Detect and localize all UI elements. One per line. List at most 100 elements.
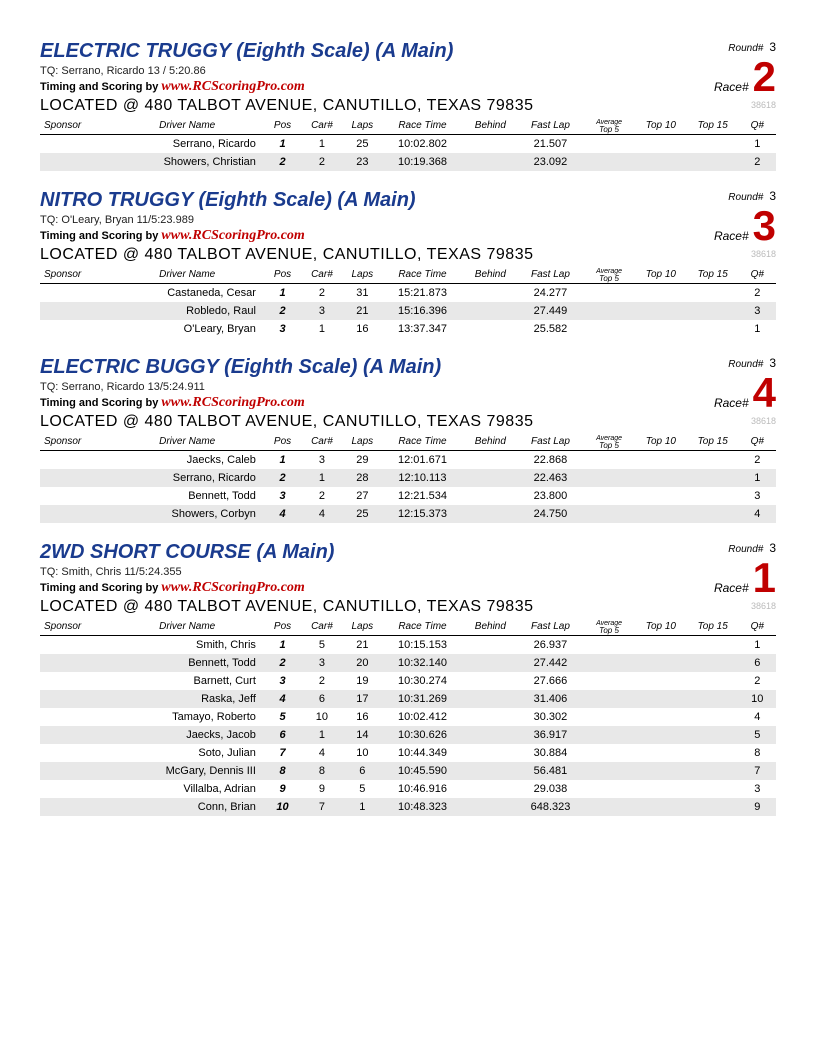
round-value: 3 — [769, 356, 776, 370]
col-pos: Pos — [264, 117, 301, 135]
cell-top5 — [583, 505, 635, 523]
race-block: Round#3Race#338618NITRO TRUGGY (Eighth S… — [40, 189, 776, 338]
table-row: Jaecks, Caleb132912:01.67122.8682 — [40, 451, 776, 470]
cell-q: 4 — [739, 708, 776, 726]
cell-driver: Raska, Jeff — [110, 690, 263, 708]
cell-top10 — [635, 708, 687, 726]
cell-sponsor — [40, 284, 110, 303]
cell-q: 3 — [739, 780, 776, 798]
race-title: ELECTRIC BUGGY (Eighth Scale) (A Main) — [40, 356, 776, 379]
id-tag: 38618 — [751, 249, 776, 259]
cell-laps: 10 — [343, 744, 382, 762]
cell-behind — [463, 135, 518, 154]
results-table: SponsorDriver NamePosCar#LapsRace TimeBe… — [40, 117, 776, 171]
cell-behind — [463, 636, 518, 655]
cell-rt: 15:16.396 — [382, 302, 463, 320]
cell-rt: 12:10.113 — [382, 469, 463, 487]
cell-fast: 31.406 — [518, 690, 583, 708]
cell-top15 — [687, 654, 739, 672]
round-value: 3 — [769, 541, 776, 555]
cell-laps: 5 — [343, 780, 382, 798]
cell-behind — [463, 505, 518, 523]
timing-url: www.RCScoringPro.com — [161, 79, 304, 94]
cell-rt: 10:44.349 — [382, 744, 463, 762]
cell-laps: 16 — [343, 708, 382, 726]
cell-top15 — [687, 798, 739, 816]
cell-laps: 20 — [343, 654, 382, 672]
table-row: Soto, Julian741010:44.34930.8848 — [40, 744, 776, 762]
round-value: 3 — [769, 189, 776, 203]
col-top15: Top 15 — [687, 117, 739, 135]
table-row: Showers, Christian222310:19.36823.0922 — [40, 153, 776, 171]
cell-laps: 21 — [343, 302, 382, 320]
cell-top10 — [635, 451, 687, 470]
race-block: Round#3Race#1386182WD SHORT COURSE (A Ma… — [40, 541, 776, 816]
cell-top10 — [635, 654, 687, 672]
cell-car: 1 — [301, 726, 342, 744]
cell-laps: 29 — [343, 451, 382, 470]
cell-top10 — [635, 798, 687, 816]
timing-url: www.RCScoringPro.com — [161, 228, 304, 243]
cell-rt: 10:48.323 — [382, 798, 463, 816]
table-row: Jaecks, Jacob611410:30.62636.9175 — [40, 726, 776, 744]
cell-fast: 27.666 — [518, 672, 583, 690]
cell-behind — [463, 726, 518, 744]
cell-fast: 25.582 — [518, 320, 583, 338]
cell-q: 3 — [739, 487, 776, 505]
cell-pos: 4 — [264, 505, 301, 523]
cell-car: 3 — [301, 654, 342, 672]
cell-laps: 1 — [343, 798, 382, 816]
cell-fast: 24.277 — [518, 284, 583, 303]
tq-line: TQ: Serrano, Ricardo 13/5:24.911 — [40, 381, 776, 393]
cell-pos: 2 — [264, 153, 301, 171]
timing-line: Timing and Scoring by www.RCScoringPro.c… — [40, 395, 776, 411]
cell-top10 — [635, 153, 687, 171]
cell-car: 7 — [301, 798, 342, 816]
cell-fast: 24.750 — [518, 505, 583, 523]
cell-top15 — [687, 744, 739, 762]
table-row: Barnett, Curt321910:30.27427.6662 — [40, 672, 776, 690]
col-pos: Pos — [264, 433, 301, 451]
col-behind: Behind — [463, 266, 518, 284]
cell-sponsor — [40, 302, 110, 320]
cell-pos: 2 — [264, 654, 301, 672]
results-table: SponsorDriver NamePosCar#LapsRace TimeBe… — [40, 266, 776, 338]
cell-top10 — [635, 505, 687, 523]
cell-car: 1 — [301, 135, 342, 154]
race-label: Race# — [714, 396, 749, 410]
cell-sponsor — [40, 744, 110, 762]
cell-rt: 15:21.873 — [382, 284, 463, 303]
cell-laps: 31 — [343, 284, 382, 303]
cell-rt: 10:30.274 — [382, 672, 463, 690]
cell-top15 — [687, 726, 739, 744]
cell-rt: 10:32.140 — [382, 654, 463, 672]
cell-car: 6 — [301, 690, 342, 708]
cell-q: 3 — [739, 302, 776, 320]
cell-sponsor — [40, 153, 110, 171]
race-label: Race# — [714, 80, 749, 94]
cell-driver: McGary, Dennis III — [110, 762, 263, 780]
cell-q: 7 — [739, 762, 776, 780]
round-race-box: Round#3Race#3 — [714, 189, 776, 243]
cell-sponsor — [40, 636, 110, 655]
cell-top5 — [583, 487, 635, 505]
cell-car: 4 — [301, 505, 342, 523]
cell-driver: Castaneda, Cesar — [110, 284, 263, 303]
cell-top5 — [583, 451, 635, 470]
race-number: 2 — [753, 60, 776, 94]
cell-rt: 10:46.916 — [382, 780, 463, 798]
cell-driver: Robledo, Raul — [110, 302, 263, 320]
timing-url: www.RCScoringPro.com — [161, 395, 304, 410]
cell-top15 — [687, 672, 739, 690]
round-value: 3 — [769, 40, 776, 54]
cell-behind — [463, 469, 518, 487]
col-top10: Top 10 — [635, 618, 687, 636]
col-car: Car# — [301, 117, 342, 135]
cell-car: 2 — [301, 487, 342, 505]
cell-top15 — [687, 690, 739, 708]
table-row: Showers, Corbyn442512:15.37324.7504 — [40, 505, 776, 523]
located-line: LOCATED @ 480 TALBOT AVENUE, CANUTILLO, … — [40, 413, 776, 431]
cell-q: 1 — [739, 469, 776, 487]
cell-pos: 7 — [264, 744, 301, 762]
cell-top10 — [635, 762, 687, 780]
